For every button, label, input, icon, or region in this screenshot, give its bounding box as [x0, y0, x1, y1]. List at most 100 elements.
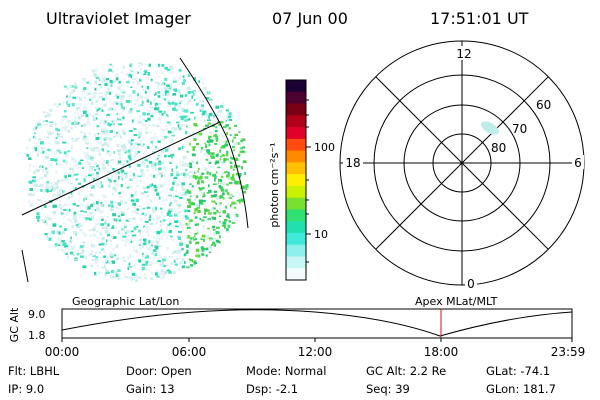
- emission-pixel: [225, 171, 228, 173]
- emission-pixel: [33, 188, 36, 192]
- emission-pixel: [33, 192, 36, 196]
- emission-pixel: [33, 209, 38, 212]
- emission-pixel: [184, 261, 186, 264]
- emission-pixel: [59, 163, 63, 166]
- emission-pixel: [87, 156, 90, 160]
- emission-pixel: [215, 105, 220, 109]
- emission-pixel: [124, 160, 128, 163]
- emission-pixel: [147, 109, 151, 112]
- emission-pixel: [121, 109, 125, 112]
- emission-pixel: [181, 265, 186, 269]
- emission-pixel: [73, 218, 78, 221]
- emission-pixel: [154, 206, 157, 211]
- emission-pixel: [138, 238, 142, 241]
- emission-pixel: [100, 209, 104, 213]
- emission-pixel: [171, 155, 173, 159]
- emission-pixel: [140, 72, 145, 74]
- emission-pixel: [120, 211, 125, 214]
- emission-pixel: [195, 203, 199, 208]
- emission-pixel: [137, 175, 142, 178]
- emission-pixel: [226, 230, 230, 233]
- emission-pixel: [161, 93, 164, 96]
- emission-pixel: [188, 201, 192, 204]
- emission-pixel: [36, 145, 39, 149]
- emission-pixel: [226, 116, 229, 120]
- emission-pixel: [104, 137, 109, 140]
- emission-pixel: [135, 211, 139, 215]
- colorbar-band: [286, 127, 306, 140]
- emission-pixel: [195, 242, 200, 245]
- emission-pixel: [157, 84, 159, 88]
- emission-pixel: [182, 188, 187, 192]
- emission-pixel: [206, 192, 210, 194]
- emission-pixel: [67, 129, 71, 133]
- emission-pixel: [177, 206, 181, 210]
- emission-pixel: [187, 91, 191, 95]
- emission-pixel: [217, 120, 220, 123]
- emission-pixel: [48, 237, 52, 241]
- emission-pixel: [139, 179, 142, 182]
- emission-pixel: [223, 171, 227, 174]
- emission-pixel: [91, 166, 96, 168]
- emission-pixel: [101, 199, 104, 202]
- emission-pixel: [190, 264, 194, 267]
- emission-pixel: [94, 258, 99, 261]
- emission-pixel: [185, 168, 188, 172]
- emission-pixel: [216, 226, 220, 229]
- emission-pixel: [228, 119, 233, 121]
- emission-pixel: [117, 276, 120, 280]
- emission-pixel: [223, 119, 226, 122]
- emission-pixel: [94, 113, 99, 116]
- emission-pixel: [109, 251, 112, 255]
- emission-pixel: [79, 245, 84, 249]
- emission-pixel: [95, 252, 98, 255]
- emission-pixel: [196, 143, 200, 146]
- emission-pixel: [209, 139, 213, 143]
- emission-pixel: [226, 192, 230, 194]
- emission-pixel: [215, 171, 218, 174]
- emission-pixel: [136, 110, 140, 113]
- emission-pixel: [93, 162, 97, 166]
- lat-label-60: 60: [536, 98, 551, 112]
- emission-pixel: [130, 139, 134, 142]
- emission-pixel: [198, 204, 200, 208]
- emission-pixel: [45, 167, 48, 170]
- emission-pixel: [114, 74, 119, 78]
- emission-pixel: [212, 241, 215, 245]
- emission-pixel: [205, 254, 208, 257]
- emission-pixel: [98, 152, 102, 156]
- emission-pixel: [142, 258, 145, 262]
- emission-pixel: [176, 121, 180, 124]
- emission-pixel: [105, 226, 108, 229]
- emission-pixel: [226, 150, 229, 154]
- emission-pixel: [93, 73, 97, 77]
- emission-pixel: [132, 240, 134, 243]
- emission-pixel: [71, 121, 75, 125]
- emission-pixel: [220, 188, 225, 192]
- emission-pixel: [45, 235, 49, 238]
- emission-pixel: [216, 113, 218, 116]
- emission-pixel: [61, 204, 65, 207]
- emission-pixel: [68, 218, 72, 222]
- emission-pixel: [94, 75, 97, 78]
- emission-pixel: [124, 222, 126, 227]
- emission-pixel: [138, 95, 142, 100]
- emission-pixel: [104, 120, 107, 123]
- emission-pixel: [98, 271, 100, 275]
- emission-pixel: [45, 120, 48, 122]
- colorbar-band: [286, 80, 306, 93]
- emission-pixel: [88, 167, 93, 171]
- emission-pixel: [122, 116, 125, 120]
- emission-pixel: [42, 159, 45, 163]
- emission-pixel: [236, 191, 239, 195]
- info-mode-value: Normal: [284, 364, 327, 378]
- emission-pixel: [204, 112, 208, 116]
- emission-pixel: [42, 189, 46, 193]
- emission-pixel: [221, 161, 224, 165]
- emission-pixel: [216, 231, 220, 234]
- emission-pixel: [186, 117, 189, 119]
- emission-pixel: [156, 218, 160, 221]
- emission-pixel: [187, 190, 192, 194]
- emission-pixel: [124, 172, 128, 175]
- emission-pixel: [37, 199, 41, 201]
